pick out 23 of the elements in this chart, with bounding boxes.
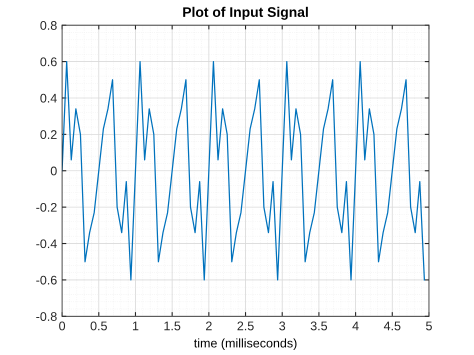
x-tick-label: 1 <box>132 322 138 330</box>
y-tick-label: 0.6 <box>40 57 57 66</box>
x-tick-label: 4.5 <box>384 322 400 330</box>
y-tick-label: -0.2 <box>36 202 57 212</box>
chart-title: Plot of Input Signal <box>183 6 308 20</box>
x-axis-title: time (milliseconds) <box>194 338 297 350</box>
x-tick-label: 0.5 <box>90 321 107 330</box>
y-tick-label: -0.6 <box>36 276 57 285</box>
y-tick-label: -0.8 <box>36 312 57 321</box>
y-tick-label: 0.4 <box>40 94 57 103</box>
x-tick-label: 2 <box>206 321 212 330</box>
x-tick-label: 1.5 <box>164 322 180 330</box>
x-tick-label: 2.5 <box>237 321 254 330</box>
x-tick-label: 3 <box>279 321 286 330</box>
x-tick-label: 0 <box>59 321 66 330</box>
line-series <box>62 60 426 281</box>
y-tick-label: -0.4 <box>36 239 57 248</box>
x-tick-label: 3.5 <box>310 321 328 330</box>
x-tick-label: 5 <box>426 322 432 330</box>
y-tick-label: 0.2 <box>40 130 57 140</box>
x-tick-label: 4 <box>352 322 359 330</box>
y-tick-label: 0 <box>50 166 57 176</box>
y-tick-label: 0.8 <box>40 21 57 30</box>
